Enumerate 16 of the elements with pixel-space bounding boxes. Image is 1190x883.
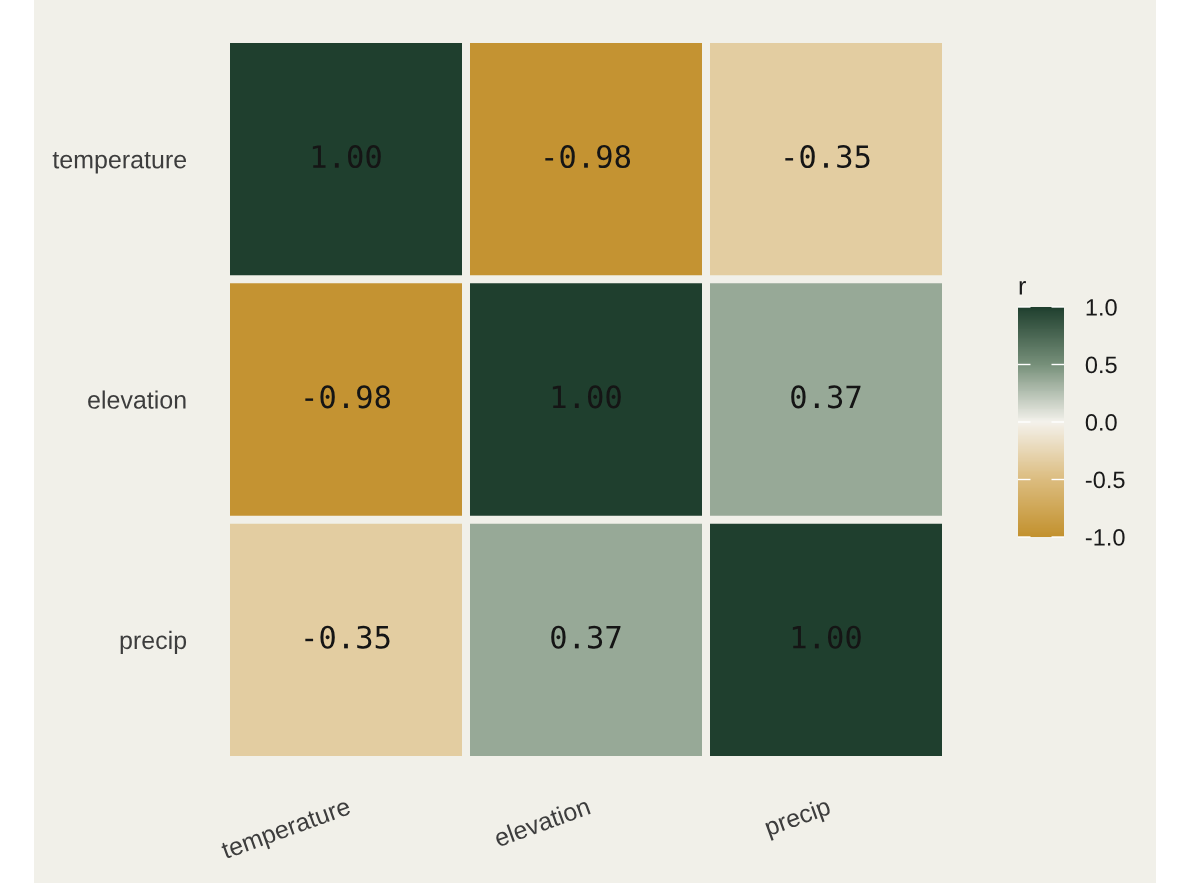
y-tick-label: precip — [120, 630, 187, 655]
data-label: -0.98 — [305, 385, 391, 409]
color-bar-label: -1.0 — [1085, 529, 1125, 546]
color-bar-label: 0.0 — [1085, 414, 1117, 431]
data-label: -0.35 — [785, 145, 870, 169]
color-bar-label: 1.0 — [1086, 299, 1117, 316]
y-tick-label: temperature — [52, 152, 187, 174]
data-label: 0.37 — [551, 625, 621, 649]
x-tick-label: precip — [763, 796, 833, 841]
color-bar-label: 0.5 — [1085, 356, 1117, 374]
color-bar-label: -0.5 — [1085, 471, 1125, 489]
y-tick-label: elevation — [88, 390, 186, 409]
color-bar-title: r — [1019, 281, 1026, 295]
data-label: 0.37 — [791, 385, 861, 409]
data-label: -0.98 — [545, 145, 631, 169]
data-label: -0.35 — [305, 625, 390, 649]
